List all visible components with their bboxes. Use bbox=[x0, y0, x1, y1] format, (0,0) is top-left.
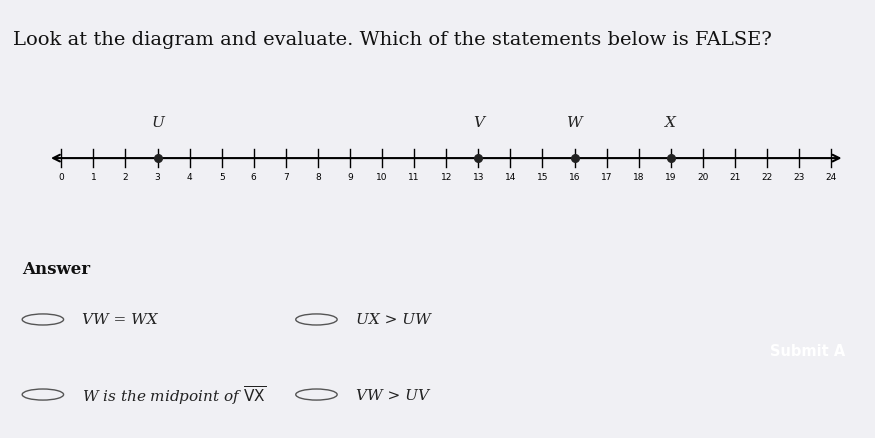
Text: 5: 5 bbox=[219, 173, 225, 182]
Text: 8: 8 bbox=[315, 173, 321, 182]
Text: 18: 18 bbox=[633, 173, 645, 182]
Text: 2: 2 bbox=[123, 173, 129, 182]
Text: 24: 24 bbox=[826, 173, 836, 182]
Text: 20: 20 bbox=[697, 173, 709, 182]
Text: UX > UW: UX > UW bbox=[355, 313, 430, 327]
Text: 22: 22 bbox=[761, 173, 773, 182]
Text: 12: 12 bbox=[441, 173, 452, 182]
Text: 1: 1 bbox=[90, 173, 96, 182]
Text: Submit A: Submit A bbox=[770, 343, 845, 358]
Text: W is the midpoint of $\overline{\mathrm{VX}}$: W is the midpoint of $\overline{\mathrm{… bbox=[82, 383, 266, 406]
Text: 6: 6 bbox=[251, 173, 256, 182]
Text: 4: 4 bbox=[186, 173, 192, 182]
Text: 19: 19 bbox=[665, 173, 676, 182]
Text: X: X bbox=[665, 116, 676, 130]
Text: 23: 23 bbox=[794, 173, 805, 182]
Text: 15: 15 bbox=[536, 173, 549, 182]
Text: 7: 7 bbox=[283, 173, 289, 182]
Text: 21: 21 bbox=[729, 173, 740, 182]
Text: 17: 17 bbox=[601, 173, 612, 182]
Text: 11: 11 bbox=[409, 173, 420, 182]
Text: VW = WX: VW = WX bbox=[82, 313, 158, 327]
Text: Answer: Answer bbox=[22, 261, 90, 278]
Text: 14: 14 bbox=[505, 173, 516, 182]
Text: VW > UV: VW > UV bbox=[355, 388, 429, 402]
Text: 16: 16 bbox=[569, 173, 580, 182]
Text: 13: 13 bbox=[473, 173, 484, 182]
Text: 9: 9 bbox=[347, 173, 353, 182]
Text: V: V bbox=[473, 116, 484, 130]
Text: 3: 3 bbox=[155, 173, 160, 182]
Text: Look at the diagram and evaluate. Which of the statements below is FALSE?: Look at the diagram and evaluate. Which … bbox=[13, 30, 772, 49]
Text: 0: 0 bbox=[59, 173, 64, 182]
Text: U: U bbox=[151, 116, 164, 130]
Text: W: W bbox=[567, 116, 583, 130]
Text: 10: 10 bbox=[376, 173, 388, 182]
